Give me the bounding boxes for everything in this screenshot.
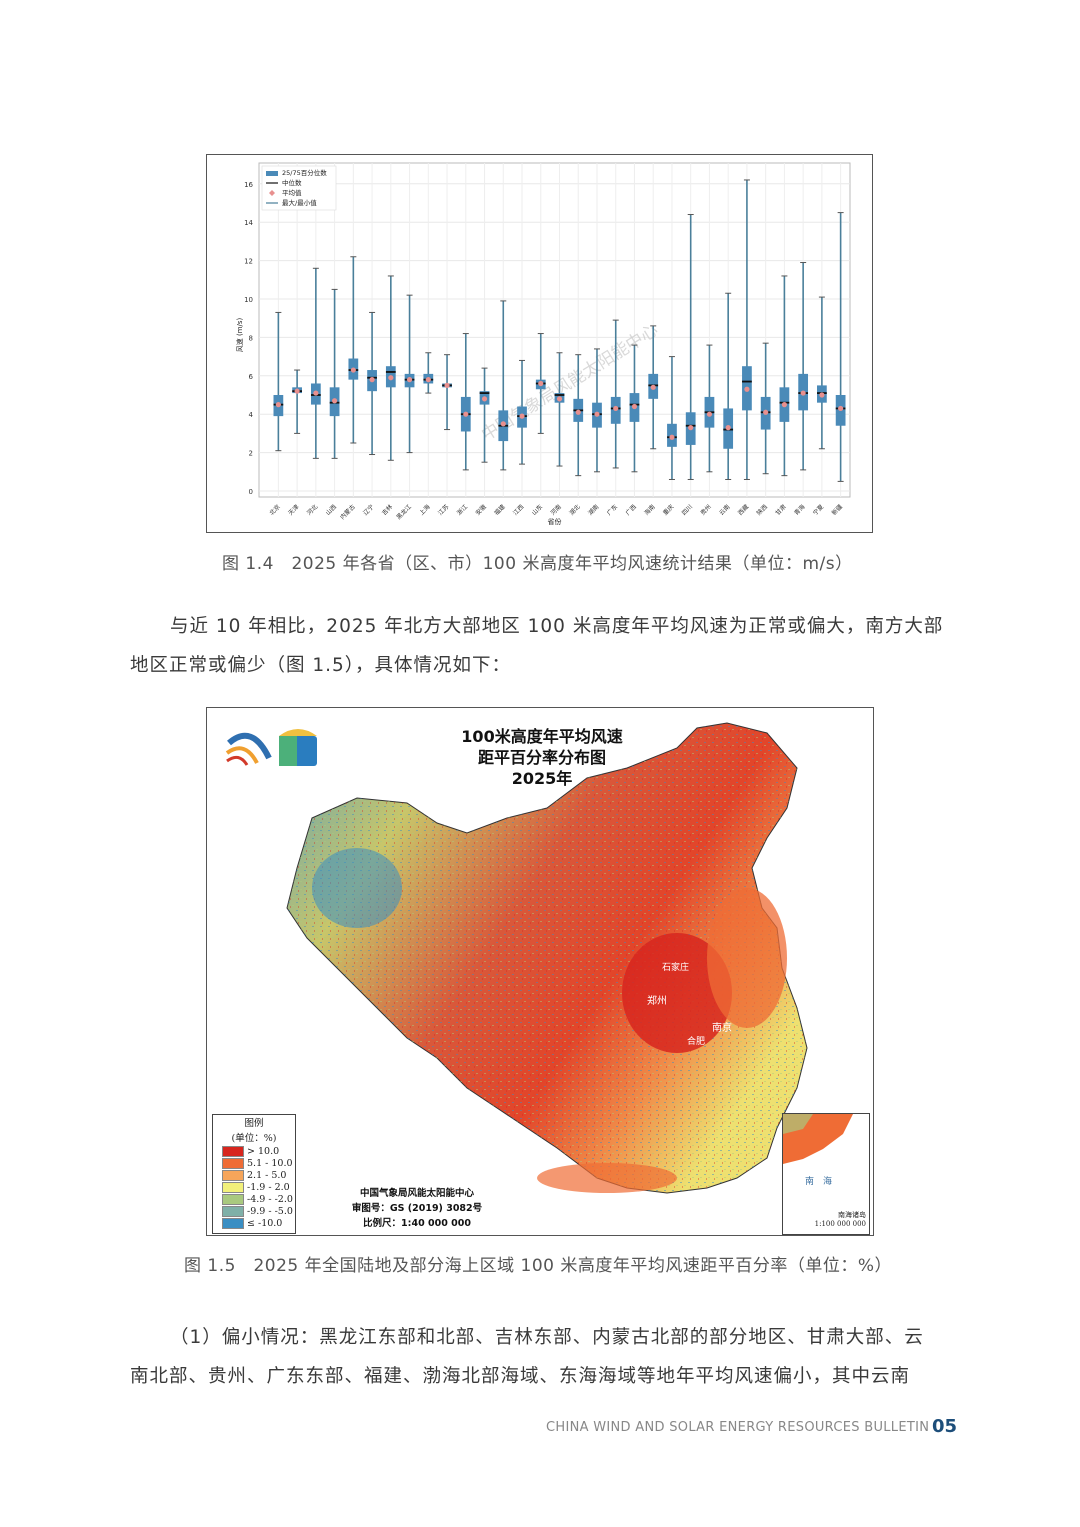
legend-item: ≤ -10.0	[222, 1217, 295, 1229]
legend-item: 2.1 - 5.0	[222, 1169, 295, 1181]
legend-swatch	[222, 1145, 244, 1157]
legend-swatch	[222, 1169, 244, 1181]
figure-1-5-map: 郑州 南京 合肥 石家庄 100米高度年平均风速 距平百分率分布图 2025年 …	[206, 707, 874, 1236]
map-title: 100米高度年平均风速 距平百分率分布图 2025年	[461, 727, 623, 788]
map-label-nanjing: 南京	[712, 1021, 732, 1034]
svg-text:省份: 省份	[548, 517, 562, 526]
svg-text:10: 10	[244, 296, 253, 304]
map-label-zhengzhou: 郑州	[647, 994, 667, 1007]
legend-swatch	[222, 1205, 244, 1217]
legend-label: -4.9 - -2.0	[247, 1193, 293, 1205]
svg-text:0: 0	[249, 488, 253, 496]
legend-label: 2.1 - 5.0	[247, 1169, 287, 1181]
china-map: 郑州 南京 合肥 石家庄	[225, 722, 808, 1194]
svg-text:25/75百分位数: 25/75百分位数	[282, 168, 327, 177]
map-label-shijiazhuang: 石家庄	[662, 961, 689, 973]
svg-text:12: 12	[244, 258, 253, 266]
paragraph-2-line-2: 南北部、贵州、广东东部、福建、渤海北部海域、东海海域等地年平均风速偏小，其中云南	[130, 1366, 911, 1387]
svg-text:安徽: 安徽	[474, 503, 488, 517]
em-logo	[279, 729, 317, 766]
map-legend: 图例 (单位：%) > 10.0 5.1 - 10.0 2.1 - 5.0 -1.9 …	[212, 1114, 296, 1234]
legend-item: 5.1 - 10.0	[222, 1157, 295, 1169]
svg-text:广西: 广西	[624, 503, 638, 517]
svg-text:西藏: 西藏	[736, 503, 750, 517]
svg-text:辽宁: 辽宁	[361, 503, 375, 517]
svg-text:湖南: 湖南	[586, 503, 600, 517]
box-甘肃: 甘肃	[774, 275, 790, 517]
svg-text:宁夏: 宁夏	[811, 503, 825, 517]
legend-swatch	[222, 1181, 244, 1193]
svg-text:山西: 山西	[324, 503, 338, 517]
svg-text:四川: 四川	[681, 503, 694, 516]
box-浙江: 浙江	[455, 333, 471, 517]
svg-text:黑龙江: 黑龙江	[395, 503, 413, 521]
svg-text:新疆: 新疆	[830, 503, 844, 517]
svg-text:14: 14	[244, 219, 253, 227]
paragraph-1-line-2: 地区正常或偏少（图 1.5），具体情况如下：	[130, 655, 512, 676]
legend-item: -4.9 - -2.0	[222, 1193, 295, 1205]
paragraph-2-line-1: （1）偏小情况：黑龙江东部和北部、吉林东部、内蒙古北部的部分地区、甘肃大部、云	[170, 1327, 924, 1348]
svg-text:山东: 山东	[530, 503, 544, 517]
legend-item: -9.9 - -5.0	[222, 1205, 295, 1217]
legend-swatch	[222, 1217, 244, 1229]
svg-text:江苏: 江苏	[436, 503, 450, 517]
svg-text:平均值: 平均值	[282, 188, 302, 197]
bulletin-footer: CHINA WIND AND SOLAR ENERGY RESOURCES BU…	[546, 1420, 930, 1435]
svg-text:6: 6	[249, 373, 254, 381]
svg-text:广东: 广东	[605, 503, 619, 517]
svg-text:吉林: 吉林	[380, 503, 394, 517]
legend-item: > 10.0	[222, 1145, 295, 1157]
legend-label: -9.9 - -5.0	[247, 1205, 293, 1217]
svg-text:最大/最小值: 最大/最小值	[282, 198, 317, 207]
svg-text:青海: 青海	[792, 503, 806, 517]
svg-text:河南: 河南	[549, 503, 563, 517]
legend-label: 5.1 - 10.0	[247, 1157, 293, 1169]
paragraph-1-line-1: 与近 10 年相比，2025 年北方大部地区 100 米高度年平均风速为正常或偏…	[170, 616, 944, 637]
svg-text:陕西: 陕西	[755, 503, 769, 517]
figure-1-5-caption: 图 1.5 2025 年全国陆地及部分海上区域 100 米高度年平均风速距平百分…	[184, 1256, 893, 1276]
svg-text:风速 (m/s): 风速 (m/s)	[236, 317, 244, 352]
legend-label: ≤ -10.0	[247, 1217, 283, 1229]
svg-text:重庆: 重庆	[661, 503, 675, 517]
svg-text:上海: 上海	[418, 503, 432, 517]
page-number: 05	[932, 1416, 958, 1437]
svg-text:北京: 北京	[268, 503, 282, 517]
legend-swatch	[222, 1193, 244, 1205]
svg-text:浙江: 浙江	[455, 503, 469, 517]
legend-label: > 10.0	[247, 1145, 280, 1157]
svg-text:2: 2	[249, 450, 253, 458]
svg-text:天津: 天津	[287, 503, 300, 516]
south-china-sea-inset: 南 海 南海诸岛 1:100 000 000	[782, 1113, 870, 1235]
svg-text:甘肃: 甘肃	[774, 503, 788, 517]
svg-text:云南: 云南	[717, 503, 731, 517]
svg-text:中位数: 中位数	[282, 178, 302, 187]
legend-label: -1.9 - 2.0	[247, 1181, 290, 1193]
svg-text:河北: 河北	[305, 503, 319, 517]
cma-wind-logo	[225, 732, 272, 766]
map-credits: 中国气象局风能太阳能中心 审图号：GS (2019) 3082号 比例尺：1:4…	[351, 1188, 483, 1229]
svg-text:16: 16	[244, 181, 253, 189]
svg-text:福建: 福建	[493, 503, 507, 517]
svg-text:湖北: 湖北	[568, 503, 582, 517]
svg-text:江西: 江西	[512, 503, 525, 516]
svg-text:内蒙古: 内蒙古	[338, 503, 356, 521]
svg-text:4: 4	[249, 411, 254, 419]
svg-text:8: 8	[249, 334, 253, 342]
svg-text:海南: 海南	[642, 503, 656, 517]
box-江西: 江西	[512, 359, 527, 517]
legend-swatch	[222, 1157, 244, 1169]
svg-text:贵州: 贵州	[699, 503, 713, 517]
figure-1-4-caption: 图 1.4 2025 年各省（区、市）100 米高度年平均风速统计结果（单位：m…	[222, 554, 853, 574]
figure-1-4-boxplot: 0 2 4 6 8 10 12 14 16 中国气象局风能太阳能中心 北京 天津 河北 山西 内蒙古 辽宁 吉林…	[206, 154, 873, 533]
map-label-hefei: 合肥	[687, 1035, 705, 1047]
legend-item: -1.9 - 2.0	[222, 1181, 295, 1193]
